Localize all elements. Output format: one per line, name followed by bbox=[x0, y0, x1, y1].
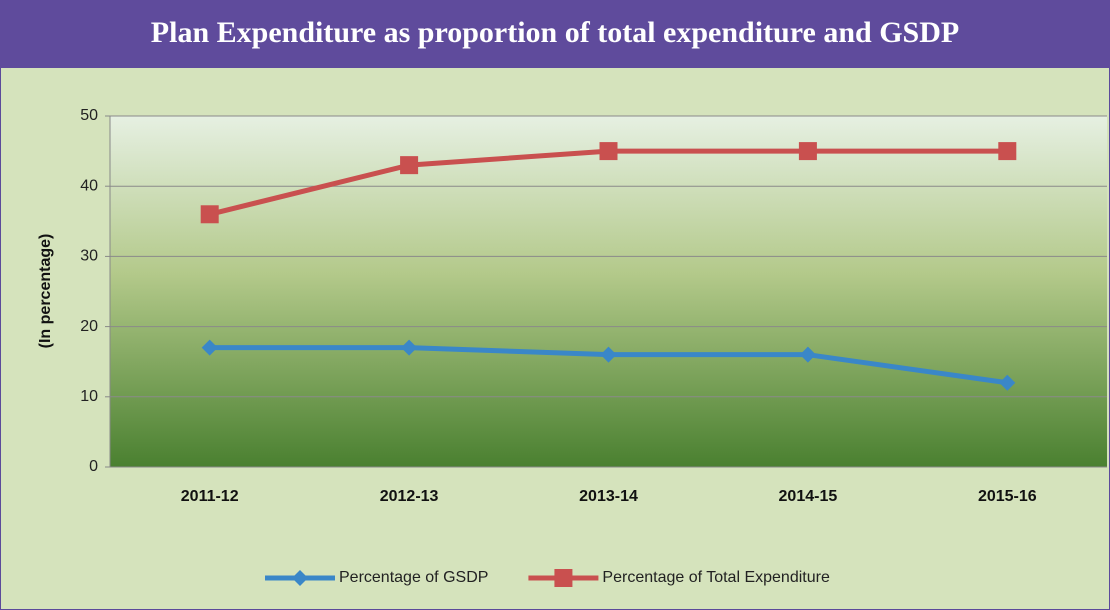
legend-label: Percentage of Total Expenditure bbox=[602, 569, 830, 586]
data-point bbox=[401, 339, 418, 356]
legend-marker bbox=[292, 570, 308, 586]
x-tick-label: 2012-13 bbox=[380, 488, 439, 505]
data-point bbox=[798, 142, 817, 161]
data-point bbox=[200, 205, 219, 224]
data-point bbox=[799, 346, 816, 363]
data-point bbox=[600, 346, 617, 363]
x-tick-label: 2015-16 bbox=[978, 488, 1037, 505]
x-tick-label: 2013-14 bbox=[579, 488, 638, 505]
plot-area bbox=[110, 116, 1107, 467]
data-point bbox=[998, 142, 1017, 161]
y-axis-label: (In percentage) bbox=[37, 234, 54, 349]
legend-label: Percentage of GSDP bbox=[339, 569, 488, 586]
y-tick-label: 50 bbox=[80, 107, 98, 124]
title-banner bbox=[0, 0, 1110, 68]
y-tick-label: 40 bbox=[80, 177, 98, 194]
x-tick-label: 2011-12 bbox=[181, 488, 239, 505]
chart-title: Plan Expenditure as proportion of total … bbox=[151, 16, 959, 49]
y-tick-label: 0 bbox=[89, 458, 98, 475]
y-tick-label: 30 bbox=[80, 248, 98, 265]
data-point bbox=[201, 339, 218, 356]
x-tick-label: 2014-15 bbox=[779, 488, 838, 505]
data-point bbox=[999, 374, 1016, 391]
data-point bbox=[400, 156, 419, 175]
legend-marker bbox=[554, 569, 573, 587]
data-point bbox=[599, 142, 618, 161]
y-tick-label: 10 bbox=[80, 388, 98, 405]
y-tick-label: 20 bbox=[80, 318, 98, 335]
